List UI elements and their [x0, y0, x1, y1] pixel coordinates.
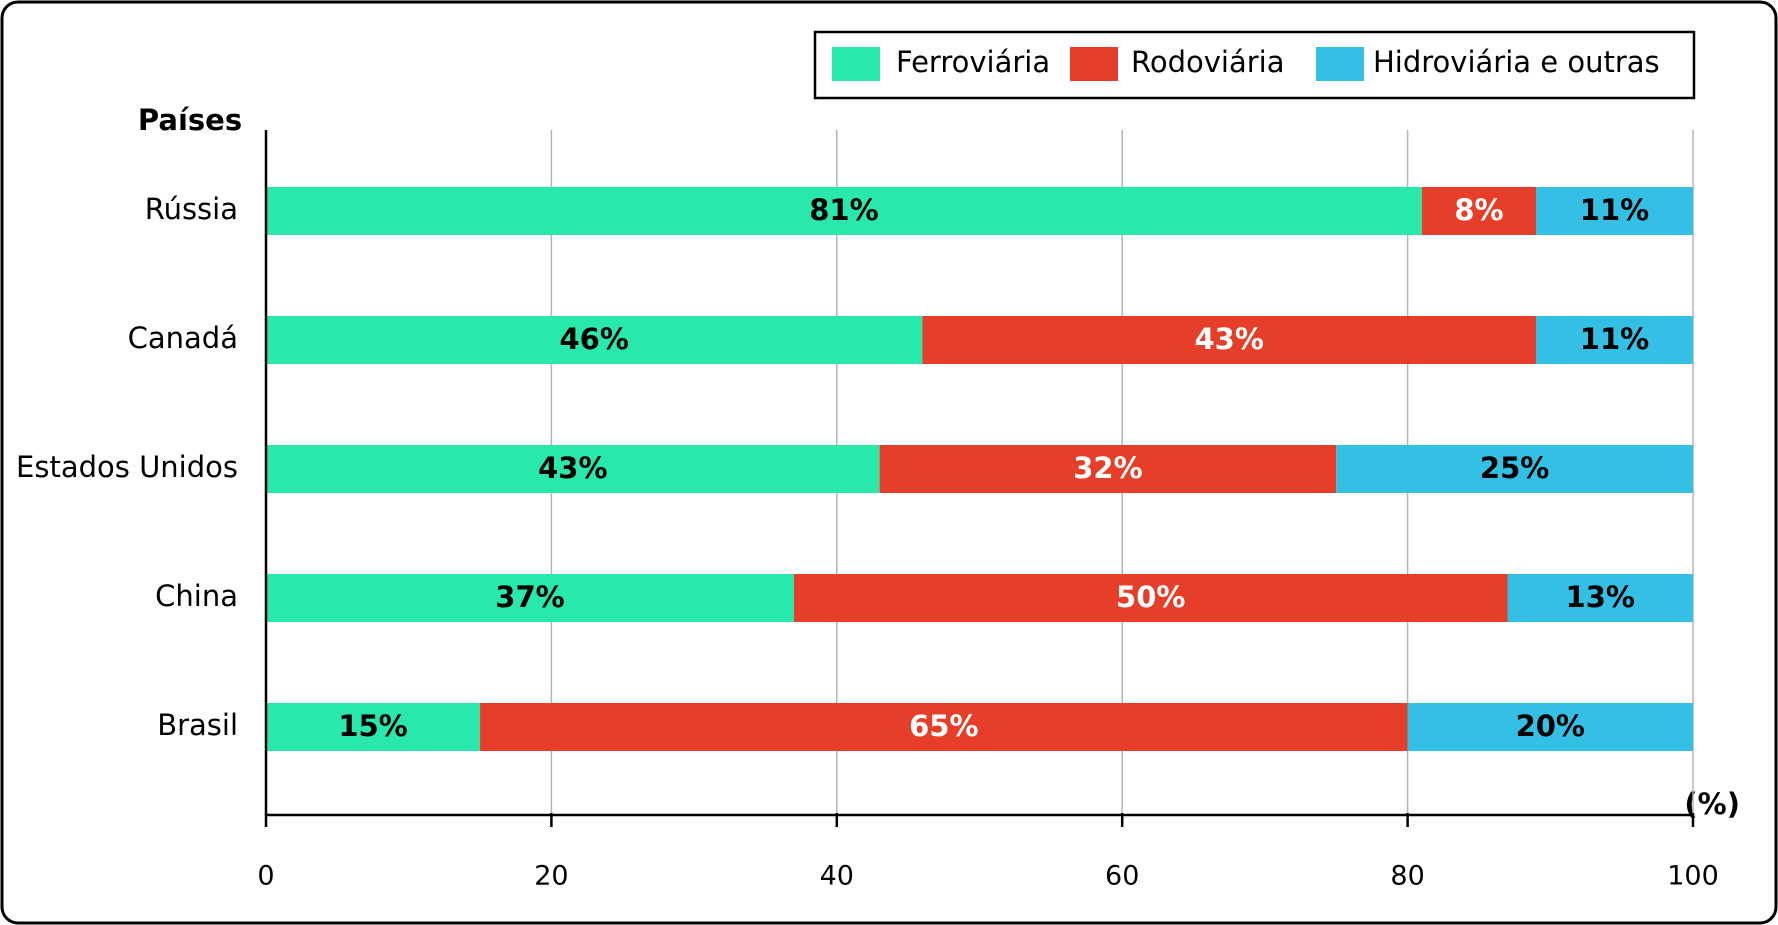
bar-segment — [922, 316, 1537, 364]
value-label: 11% — [1580, 193, 1649, 227]
x-tick-label: 80 — [1390, 861, 1424, 892]
bar-segment — [1536, 316, 1693, 364]
legend-swatch — [1316, 47, 1364, 81]
value-label: 81% — [809, 193, 878, 227]
bar-segment — [480, 703, 1408, 751]
value-label: 43% — [1195, 322, 1264, 356]
legend-box — [813, 30, 1696, 100]
bar-segment — [879, 445, 1337, 493]
bar-segment — [266, 703, 481, 751]
bar-segment — [266, 574, 794, 622]
bar-segment — [1507, 574, 1693, 622]
x-tick-label: 20 — [534, 861, 568, 892]
value-label: 13% — [1566, 580, 1635, 614]
y-axis-title: Países — [138, 103, 242, 137]
value-label: 25% — [1480, 451, 1549, 485]
value-label: 43% — [538, 451, 607, 485]
value-label: 20% — [1516, 709, 1585, 743]
legend-label: Rodoviária — [1131, 45, 1284, 79]
bar-segment — [266, 445, 880, 493]
value-label: 11% — [1580, 322, 1649, 356]
y-tick-label: Estados Unidos — [16, 450, 238, 484]
x-tick-label: 60 — [1105, 861, 1139, 892]
bar-segment — [793, 574, 1508, 622]
bar-segment — [1536, 187, 1693, 235]
legend-swatch — [832, 47, 880, 81]
legend-label: Hidroviária e outras — [1373, 45, 1660, 79]
y-tick-label: Rússia — [145, 192, 238, 226]
x-tick-label: 40 — [820, 861, 854, 892]
value-label: 65% — [909, 709, 978, 743]
y-tick-label: Canadá — [128, 321, 238, 355]
bar-segment — [266, 316, 923, 364]
x-tick-label: 0 — [257, 861, 274, 892]
y-tick-label: Brasil — [157, 708, 238, 742]
legend-swatch — [1070, 47, 1118, 81]
x-tick-label: 100 — [1667, 861, 1719, 892]
value-label: 50% — [1116, 580, 1185, 614]
bar-segment — [1336, 445, 1693, 493]
bar-segment — [1421, 187, 1537, 235]
value-label: 37% — [495, 580, 564, 614]
bar-segment — [266, 187, 1422, 235]
bar-segment — [1407, 703, 1693, 751]
value-label: 32% — [1073, 451, 1142, 485]
value-label: 15% — [338, 709, 407, 743]
value-label: 46% — [559, 322, 628, 356]
legend-label: Ferroviária — [896, 45, 1050, 79]
y-tick-label: China — [155, 579, 238, 613]
value-label: 8% — [1454, 193, 1503, 227]
